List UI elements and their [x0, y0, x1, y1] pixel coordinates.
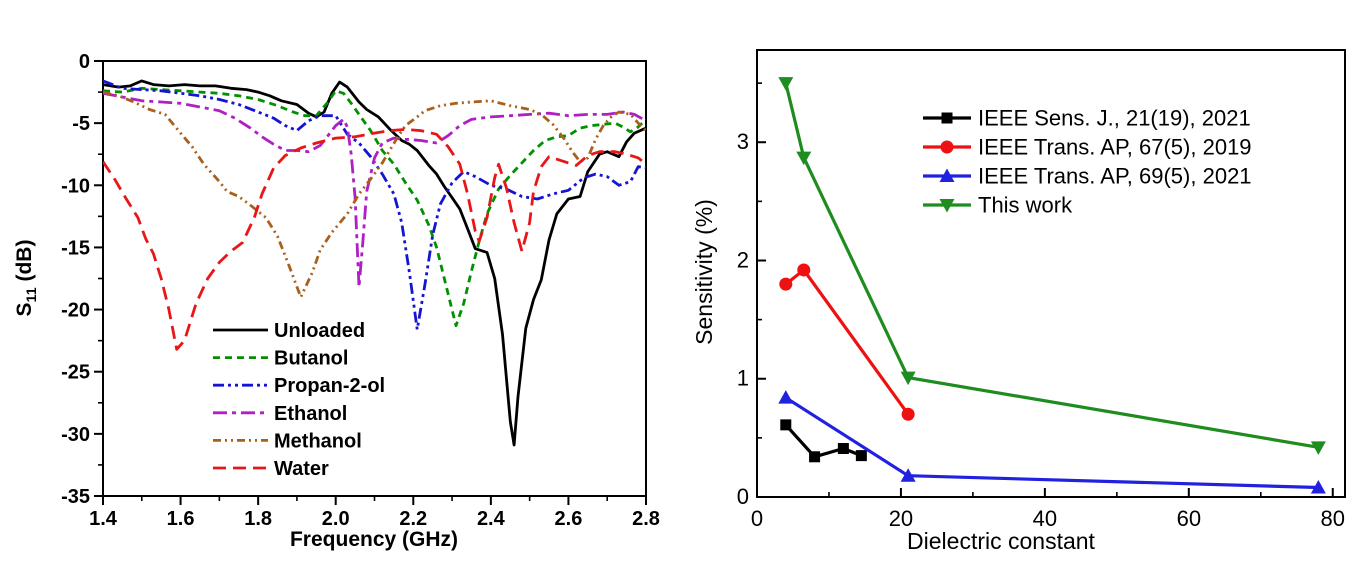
legend-label: Ethanol	[274, 403, 347, 425]
x-tick-label: 1.4	[89, 508, 118, 530]
legend-label: This work	[978, 193, 1073, 218]
y-tick-label: 1	[737, 366, 749, 391]
series-line-methanol	[103, 90, 646, 299]
y-axis-title: Sensitivity (%)	[691, 199, 717, 345]
legend-item-butanol: Butanol	[213, 348, 348, 370]
y-tick-label: -30	[61, 424, 90, 446]
marker-triangle-up	[1310, 480, 1326, 494]
marker-square	[837, 443, 849, 455]
x-tick-label: 80	[1321, 506, 1345, 531]
plot-frame	[756, 49, 1346, 498]
marker-circle	[797, 263, 811, 277]
y-tick-label: -15	[61, 237, 90, 259]
legend-label: Unloaded	[274, 320, 365, 342]
marker-triangle-up	[778, 390, 794, 404]
legend: Unloaded Butanol Propan-2-ol Ethanol Methano…	[213, 320, 385, 480]
legend-label: IEEE Trans. AP, 67(5), 2019	[978, 135, 1252, 160]
x-tick-label: 2.0	[322, 508, 350, 530]
x-tick-label: 2.2	[399, 508, 427, 530]
legend: IEEE Sens. J., 21(19), 2021 IEEE Trans. A…	[923, 106, 1252, 218]
marker-triangle-down	[778, 77, 794, 91]
legend-item-ieee-sens-j-21-19-2021: IEEE Sens. J., 21(19), 2021	[923, 106, 1251, 131]
x-tick-label: 60	[1177, 506, 1201, 531]
legend-item-water: Water	[213, 458, 329, 480]
x-tick-label: 2.6	[555, 508, 583, 530]
legend-marker-square	[941, 112, 953, 124]
legend-marker-triangle-down	[939, 199, 955, 213]
legend-label: IEEE Trans. AP, 69(5), 2021	[978, 164, 1252, 189]
marker-circle	[779, 277, 793, 291]
y-tick-label: 0	[737, 484, 749, 509]
legend-label: Methanol	[274, 430, 362, 452]
marker-triangle-down	[900, 371, 916, 386]
series-line-this-work	[784, 82, 1319, 449]
y-axis-title: S11 (dB)	[13, 240, 40, 317]
y-tick-label: 2	[737, 247, 749, 272]
legend-label: IEEE Sens. J., 21(19), 2021	[978, 106, 1251, 131]
y-tick-label: -10	[61, 175, 90, 197]
series-line-ethanol	[103, 91, 646, 289]
x-axis-title: Dielectric constant	[907, 528, 1096, 554]
y-tick-label: -20	[61, 300, 90, 322]
marker-triangle-down	[1310, 441, 1326, 455]
x-axis-title: Frequency (GHz)	[290, 528, 458, 551]
series-line-unloaded	[103, 79, 646, 447]
series-line-water	[103, 127, 646, 351]
y-tick-label: -25	[61, 362, 90, 384]
chart-panel-0: 1.4 1.6 1.8 2.0 2.2 2.4 2.6 2.8 0 -5 -10 -15 -20 -25 -…	[13, 51, 660, 551]
y-tick-label: 3	[737, 129, 749, 154]
legend-item-unloaded: Unloaded	[213, 320, 365, 342]
x-tick-label: 1.6	[167, 508, 195, 530]
x-tick-label: 40	[1033, 506, 1057, 531]
axes: 0 20 40 60 80 0 1 2 3	[737, 82, 1345, 531]
legend-label: Propan-2-ol	[274, 375, 385, 397]
legend-marker-triangle-up	[939, 168, 955, 182]
legend-label: Water	[274, 458, 329, 480]
axes: 1.4 1.6 1.8 2.0 2.2 2.4 2.6 2.8 0 -5 -10 -15 -20 -25 -…	[61, 51, 660, 530]
y-tick-label: -35	[61, 486, 90, 508]
marker-square	[780, 419, 792, 431]
marker-square	[809, 451, 821, 463]
marker-triangle-up	[900, 468, 916, 482]
legend-item-ieee-trans-ap-69-5-2021: IEEE Trans. AP, 69(5), 2021	[923, 164, 1252, 189]
series-line-ieee-trans-ap-69-5-2021	[784, 396, 1319, 490]
marker-circle	[901, 407, 915, 421]
legend-item-ieee-trans-ap-67-5-2019: IEEE Trans. AP, 67(5), 2019	[923, 135, 1252, 160]
legend-item-propan-2-ol: Propan-2-ol	[213, 375, 385, 397]
series-line-ieee-sens-j-21-19-2021	[784, 423, 862, 459]
chart-panel-1: 0 20 40 60 80 0 1 2 3 Dielectric constant Sensitiv…	[691, 49, 1346, 554]
y-tick-label: -5	[72, 113, 90, 135]
legend-item-ethanol: Ethanol	[213, 403, 347, 425]
marker-triangle-down	[796, 151, 812, 166]
legend-label: Butanol	[274, 348, 348, 370]
x-tick-label: 2.4	[477, 508, 506, 530]
series-layer	[778, 77, 1326, 494]
legend-item-methanol: Methanol	[213, 430, 362, 452]
legend-item-this-work: This work	[923, 193, 1073, 218]
x-tick-label: 2.8	[632, 508, 660, 530]
x-tick-label: 20	[889, 506, 913, 531]
x-tick-label: 1.8	[244, 508, 272, 530]
series-line-butanol	[103, 86, 646, 328]
y-tick-label: 0	[79, 51, 90, 73]
x-tick-label: 0	[751, 506, 763, 531]
series-line-propan-2-ol	[103, 79, 646, 331]
marker-square	[855, 450, 867, 462]
series-layer	[103, 79, 646, 447]
legend-marker-circle	[940, 140, 954, 154]
plot-frame	[102, 60, 647, 497]
